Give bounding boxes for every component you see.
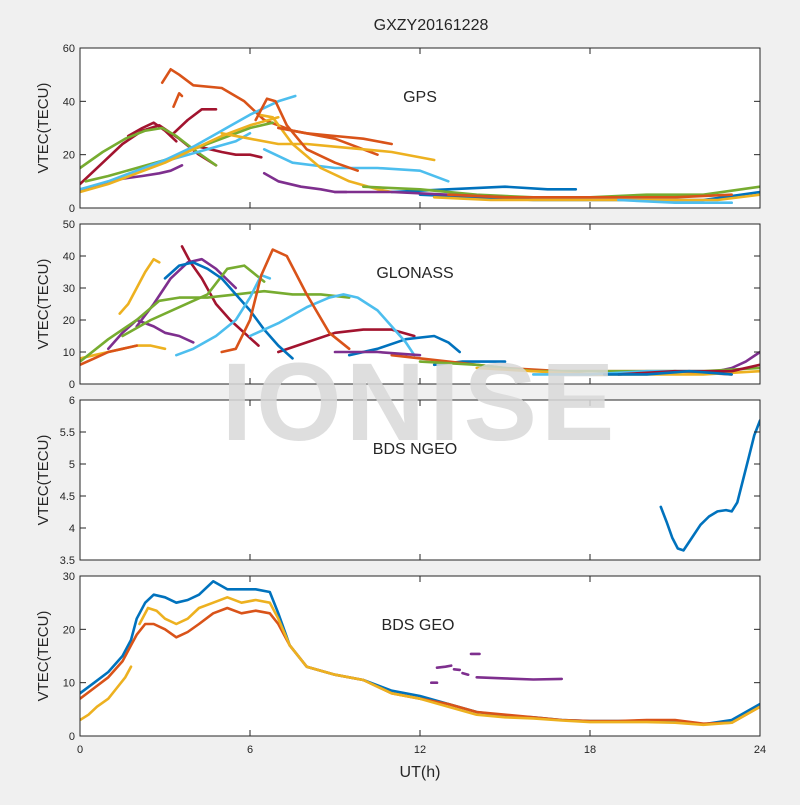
series-line-5 <box>107 318 195 351</box>
series-group <box>80 579 760 727</box>
panel-label: GPS <box>403 89 437 106</box>
y-tick-label: 40 <box>63 251 75 263</box>
series-line-0 <box>659 419 760 552</box>
series-line-17 <box>276 126 394 146</box>
panel-label: BDS NGEO <box>373 441 457 458</box>
series-line-15 <box>80 344 138 367</box>
y-axis-label: VTEC(TECU) <box>35 435 52 526</box>
y-tick-label: 5.5 <box>60 427 75 439</box>
y-tick-label: 10 <box>63 347 75 359</box>
watermark-text: IONISE <box>222 341 619 464</box>
series-line-7 <box>435 664 453 670</box>
series-line-22 <box>446 193 734 199</box>
x-axis-label: UT(h) <box>400 764 441 781</box>
y-tick-label: 0 <box>69 203 75 215</box>
y-tick-label: 6 <box>69 395 75 407</box>
series-line-3 <box>138 595 760 727</box>
series-group <box>80 245 760 376</box>
figure-title: GXZY20161228 <box>374 17 489 34</box>
series-line-3 <box>169 108 218 138</box>
series-line-13 <box>248 293 416 357</box>
series-line-9 <box>163 261 294 360</box>
series-line-14 <box>220 248 351 354</box>
series-line-4 <box>126 121 178 143</box>
series-line-16 <box>254 97 360 172</box>
y-tick-label: 20 <box>63 150 75 162</box>
series-line-2 <box>80 665 133 722</box>
panel-gps: 0 20 40 60 VTEC(TECU) GPS <box>35 43 761 215</box>
y-tick-label: 4 <box>69 523 75 535</box>
series-line-5 <box>197 145 263 159</box>
series-line-8 <box>461 671 470 677</box>
x-tick-label: 0 <box>77 744 83 756</box>
y-tick-label: 50 <box>63 219 75 231</box>
y-tick-label: 0 <box>69 731 75 743</box>
x-tick-label: 24 <box>754 744 766 756</box>
plot-area <box>80 400 760 560</box>
series-line-12 <box>262 148 450 183</box>
series-line-10 <box>80 94 297 191</box>
panel-label: BDS GEO <box>382 617 455 634</box>
series-line-8 <box>80 289 351 363</box>
y-axis-label: VTEC(TECU) <box>35 259 52 350</box>
x-tick-label: 6 <box>247 744 253 756</box>
plot-area <box>80 48 760 208</box>
y-tick-label: 5 <box>69 459 75 471</box>
y-tick-label: 10 <box>63 678 75 690</box>
y-tick-label: 30 <box>63 283 75 295</box>
series-line-0 <box>118 257 161 315</box>
y-tick-label: 0 <box>69 379 75 391</box>
series-line-21 <box>602 369 734 376</box>
series-line-1 <box>172 92 184 108</box>
series-line-4 <box>475 675 564 681</box>
series-line-7 <box>121 264 266 338</box>
panel-bds-geo: 0 10 20 30 0 6 12 18 24 VTEC(TECU) BDS GEO <box>35 571 766 756</box>
series-line-5 <box>452 667 462 672</box>
series-line-15 <box>257 113 394 194</box>
plot-area <box>80 576 760 736</box>
series-line-10 <box>347 334 462 357</box>
series-line-13 <box>80 116 280 194</box>
y-tick-label: 30 <box>63 571 75 583</box>
series-line-22 <box>333 350 422 357</box>
panel-label: GLONASS <box>376 265 453 282</box>
x-tick-label: 18 <box>584 744 596 756</box>
panel-bds-ngeo: 3.5 4 4.5 5 5.5 6 VTEC(TECU) BDS NGEO <box>35 395 761 567</box>
y-tick-label: 20 <box>63 315 75 327</box>
series-line-24 <box>616 198 734 204</box>
y-tick-label: 60 <box>63 43 75 55</box>
series-group <box>80 68 760 204</box>
series-group <box>659 419 760 552</box>
panel-glonass: 0 10 20 30 40 50 VTEC(TECU) GLONASS <box>35 219 761 391</box>
y-tick-label: 40 <box>63 96 75 108</box>
y-tick-label: 4.5 <box>60 491 75 503</box>
y-axis-label: VTEC(TECU) <box>35 611 52 702</box>
y-tick-label: 3.5 <box>60 555 75 567</box>
y-tick-label: 20 <box>63 624 75 636</box>
series-line-14 <box>220 132 436 162</box>
series-line-23 <box>432 193 760 202</box>
x-tick-label: 12 <box>414 744 426 756</box>
y-axis-label: VTEC(TECU) <box>35 83 52 174</box>
